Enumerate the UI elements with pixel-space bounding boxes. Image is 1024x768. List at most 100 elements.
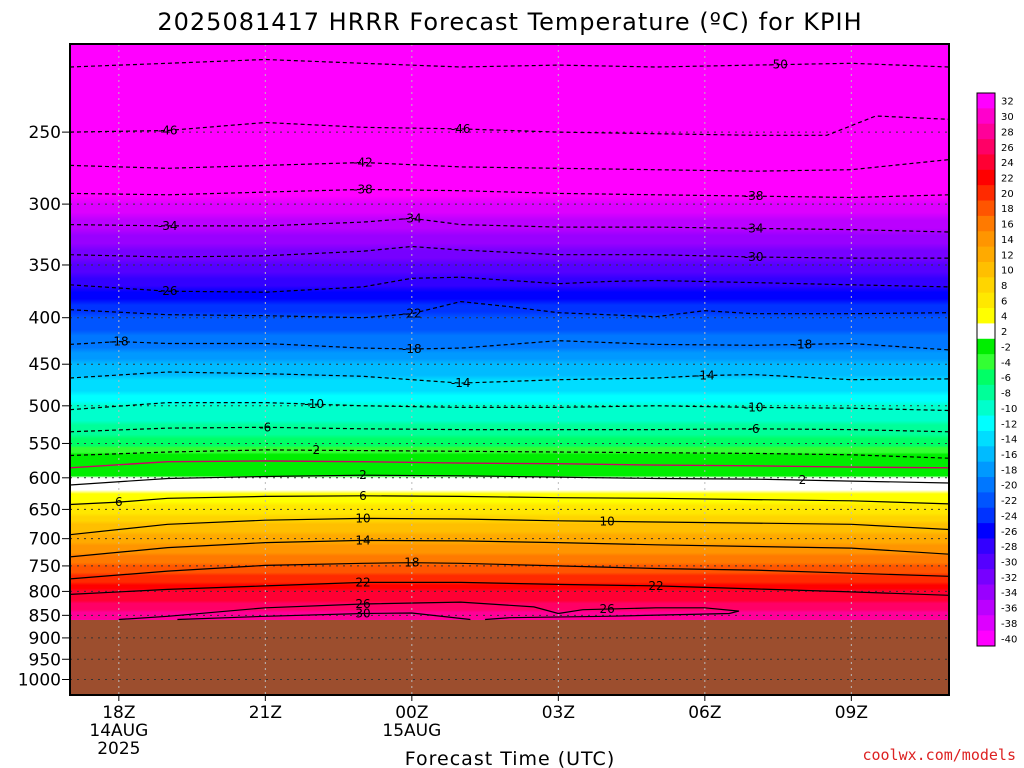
- y-tick-label: 800: [29, 582, 61, 602]
- contour-label: -50: [768, 58, 788, 72]
- x-axis-label: Forecast Time (UTC): [405, 748, 615, 768]
- colorbar-cell: [977, 492, 995, 509]
- colorbar-label: -10: [1001, 404, 1017, 415]
- colorbar-cell: [977, 369, 995, 386]
- colorbar-label: 26: [1001, 143, 1014, 154]
- colorbar-cell: [977, 599, 995, 616]
- colorbar-cell: [977, 553, 995, 570]
- contour-label: 14: [355, 533, 370, 547]
- y-tick-label: 850: [29, 606, 61, 626]
- colorbar-label: 30: [1001, 112, 1014, 123]
- x-tick-label: 09Z: [835, 703, 868, 723]
- colorbar-cell: [977, 185, 995, 201]
- y-tick-label: 650: [29, 500, 61, 520]
- contour-label: -46: [158, 124, 178, 138]
- y-tick-label: 1000: [18, 671, 61, 691]
- colorbar-cell: [977, 584, 995, 601]
- chart-title: 2025081417 HRRR Forecast Temperature (ºC…: [157, 8, 862, 36]
- contour-line: [70, 460, 949, 469]
- y-axis: 250 300 350 400 450 500 550 600 650 700 750 800 850 9…: [18, 123, 70, 691]
- contour-line: [70, 276, 949, 293]
- x-tick-label: 00Z 15AUG: [382, 703, 441, 741]
- colorbar-cell: [977, 108, 995, 125]
- contour-line: [70, 474, 949, 486]
- temperature-contours: -50-46 -46-42-38 -38-34-34-34-30-26-22-18-…: [70, 58, 949, 621]
- colorbar-cell: [977, 215, 995, 232]
- colorbar-label: -2: [1001, 342, 1011, 353]
- contour-label: -2: [308, 443, 320, 457]
- x-tick-label: 18Z 14AUG 2025: [89, 703, 148, 759]
- colorbar-label: -30: [1001, 558, 1017, 569]
- colorbar-label: -14: [1001, 435, 1017, 446]
- y-tick-label: 450: [29, 355, 61, 375]
- colorbar-cell: [977, 154, 995, 171]
- contour-label: 2: [799, 473, 807, 487]
- colorbar-label: -40: [1001, 634, 1017, 645]
- y-tick-label: 250: [29, 123, 61, 143]
- contour-label: -18: [402, 342, 422, 356]
- colorbar-label: -16: [1001, 450, 1017, 461]
- contour-label: -14: [451, 376, 471, 390]
- colorbar-cell: [977, 477, 995, 493]
- colorbar-cell: [977, 231, 995, 248]
- contour-label: 22: [648, 579, 663, 593]
- contour-label: 26: [355, 597, 370, 611]
- colorbar-cell: [977, 615, 995, 632]
- contour-line: [70, 115, 949, 136]
- contour-label: 10: [600, 514, 615, 528]
- contour-label: 18: [404, 556, 419, 570]
- contour-line: [70, 371, 949, 384]
- colorbar-label: 14: [1001, 235, 1014, 246]
- contour-label: 6: [359, 489, 367, 503]
- colorbar-cell: [977, 338, 995, 355]
- colorbar-cell: [977, 446, 995, 463]
- colorbar-label: 32: [1001, 97, 1014, 108]
- colorbar-cell: [977, 569, 995, 585]
- contour-line: [70, 517, 949, 536]
- colorbar-label: 16: [1001, 220, 1014, 231]
- contour-label: -42: [353, 156, 373, 170]
- x-tick-label: 21Z: [249, 703, 282, 723]
- colorbar-label: -6: [1001, 373, 1011, 384]
- colorbar-label: -32: [1001, 573, 1017, 584]
- contour-line: [70, 300, 949, 319]
- y-tick-label: 550: [29, 434, 61, 454]
- contour-label: -18: [793, 337, 813, 351]
- colorbar-label: 22: [1001, 173, 1014, 184]
- y-tick-label: 300: [29, 195, 61, 215]
- y-tick-label: 750: [29, 557, 61, 577]
- contour-line: [177, 612, 471, 621]
- colorbar-label: 10: [1001, 266, 1014, 277]
- plot-area: -50-46 -46-42-38 -38-34-34-34-30-26-22-18-…: [69, 43, 950, 696]
- colorbar-cell: [977, 461, 995, 478]
- colorbar-label: -20: [1001, 481, 1017, 492]
- y-tick-label: 600: [29, 469, 61, 489]
- contour-line: [70, 581, 949, 596]
- contour-label: -34: [744, 221, 764, 235]
- contour-line: [70, 562, 949, 580]
- contour-label: 22: [355, 575, 370, 589]
- colorbar-label: 28: [1001, 127, 1014, 138]
- colorbar-label: 18: [1001, 204, 1014, 215]
- colorbar-cell: [977, 538, 995, 555]
- contour-label: 30: [355, 606, 370, 620]
- colorbar-cell: [977, 630, 995, 647]
- x-axis: 18Z 14AUG 2025 21Z 00Z 15AUG 03Z 06Z 09Z: [89, 695, 868, 759]
- colorbar: 32 30 28 26 24 22 20 18 16 14 12 10 8 6 4 2 -2 -4 -6 -8 -10 -…: [976, 92, 1017, 647]
- colorbar-label: -34: [1001, 588, 1017, 599]
- y-tick-label: 350: [29, 256, 61, 276]
- colorbar-frame: [976, 92, 996, 647]
- colorbar-label: -22: [1001, 496, 1017, 507]
- contour-label: 26: [600, 602, 615, 616]
- colorbar-label: 24: [1001, 158, 1014, 169]
- colorbar-label: -38: [1001, 619, 1017, 630]
- colorbar-cell: [977, 261, 995, 278]
- colorbar-cell: [977, 308, 995, 324]
- contour-label: -10: [304, 397, 324, 411]
- colorbar-cell: [977, 123, 995, 140]
- contour-label: -26: [158, 284, 178, 298]
- contour-line: [70, 539, 949, 558]
- plot-frame: [69, 43, 950, 696]
- colorbar-cell: [977, 354, 995, 370]
- credit-link[interactable]: coolwx.com/models: [862, 746, 1016, 764]
